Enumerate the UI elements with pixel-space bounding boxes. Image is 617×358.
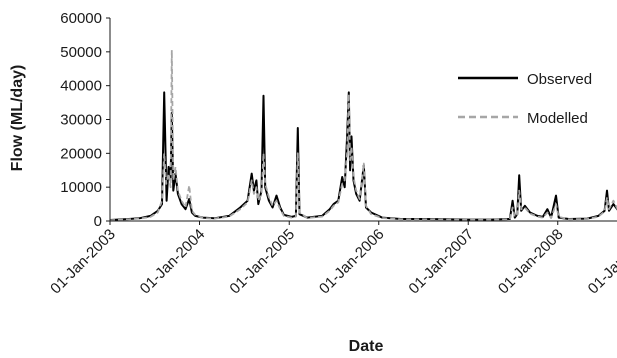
y-tick-label: 30000 (60, 112, 102, 129)
x-tick-label: 01-Jan-2008 (495, 226, 567, 298)
y-tick-label: 20000 (60, 145, 102, 162)
legend: Observed Modelled (458, 71, 592, 127)
y-tick-labels: 0 10000 20000 30000 40000 50000 60000 (60, 10, 110, 230)
x-tick-label: 01-Jan-2007 (405, 226, 477, 298)
y-tick-label: 60000 (60, 10, 102, 27)
x-tick-label: 01-Jan-2004 (137, 226, 209, 298)
y-tick-label: 0 (94, 213, 102, 230)
y-tick-label: 50000 (60, 44, 102, 61)
series-layer (109, 49, 617, 222)
series-line-observed (109, 91, 617, 221)
legend-label-observed: Observed (527, 71, 592, 88)
x-axis-title: Date (349, 338, 384, 355)
x-tick-label: 01-Jan-2006 (316, 226, 388, 298)
x-tick-label: 01-Jan-2003 (47, 226, 119, 298)
y-tick-label: 10000 (60, 179, 102, 196)
y-axis-title: Flow (ML/day) (9, 65, 26, 172)
x-tick-label: 01-Jan-2005 (226, 226, 298, 298)
x-tick-label: 01-Jan-2009 (585, 226, 617, 298)
plot-area: 0 10000 20000 30000 40000 50000 60000 01-Jan-2… (47, 10, 617, 297)
y-tick-label: 40000 (60, 78, 102, 95)
legend-label-modelled: Modelled (527, 110, 588, 127)
x-tick-labels: 01-Jan-2003 01-Jan-2004 01-Jan-2005 01-Jan-… (47, 221, 617, 297)
series-line-modelled (109, 49, 617, 222)
